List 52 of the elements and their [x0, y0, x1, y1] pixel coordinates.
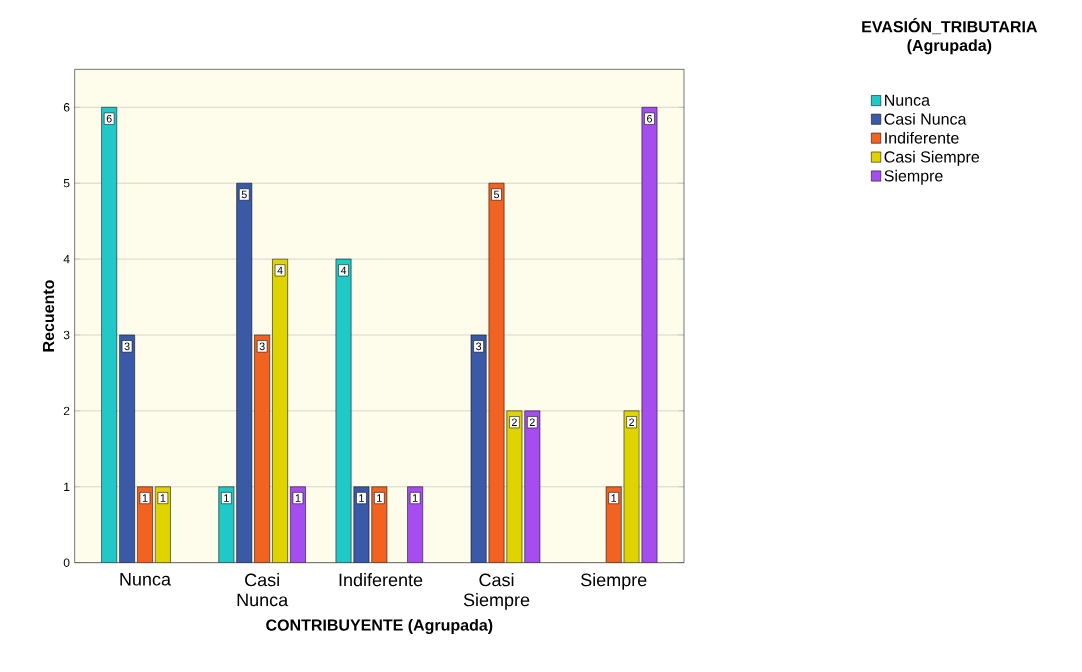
data-label: 1: [160, 494, 166, 502]
legend-label: Indiferente: [885, 131, 959, 144]
bar: [407, 486, 424, 563]
x-tick-label: Casi Siempre: [463, 573, 530, 610]
data-label: 1: [295, 494, 301, 502]
data-label: 3: [476, 342, 482, 351]
y-tick-label: 5: [63, 178, 70, 188]
bar: [101, 107, 118, 563]
legend-title: EVASIÓN_TRIBUTARIA (Agrupada): [862, 18, 1038, 55]
bar: [218, 486, 235, 563]
x-tick-label: Siempre: [581, 573, 647, 590]
bar: [623, 410, 640, 563]
data-label: 2: [511, 418, 517, 426]
x-tick-label: Casi Nunca: [237, 573, 289, 607]
y-tick-label: 0: [63, 558, 70, 567]
data-label: 3: [124, 342, 130, 351]
bar: [272, 258, 288, 563]
bar: [524, 410, 541, 563]
bar: [641, 107, 658, 563]
y-tick-label: 4: [63, 254, 70, 264]
x-axis-title: CONTRIBUYENTE (Agrupada): [266, 619, 493, 634]
y-tick-label: 1: [64, 482, 70, 491]
x-tick-label: Nunca: [120, 573, 171, 586]
data-label: 2: [629, 418, 635, 426]
data-label: 1: [611, 494, 617, 502]
y-tick-label: 6: [63, 103, 70, 112]
data-label: 2: [529, 418, 535, 426]
y-axis-title: Recuento: [42, 280, 55, 352]
data-label: 6: [647, 114, 652, 123]
legend-label: Casi Nunca: [884, 113, 967, 125]
y-tick-label: 2: [63, 406, 70, 416]
bar: [335, 258, 352, 563]
data-label: 1: [359, 494, 364, 502]
data-label: 4: [277, 266, 283, 275]
legend-label: Nunca: [885, 94, 930, 106]
y-tick-label: 3: [63, 330, 70, 340]
bar: [290, 486, 306, 563]
data-label: 5: [493, 190, 500, 199]
legend-label: Siempre: [884, 169, 943, 185]
bar: [119, 334, 135, 563]
data-label: 1: [142, 494, 148, 502]
bar: [154, 486, 171, 563]
data-label: 3: [259, 342, 265, 351]
data-label: 4: [340, 266, 347, 275]
bar: [506, 410, 523, 563]
data-label: 5: [241, 190, 247, 199]
data-label: 1: [377, 494, 382, 502]
data-label: 6: [106, 114, 112, 123]
data-label: 1: [224, 494, 229, 502]
x-tick-label: Indiferente: [339, 573, 423, 587]
legend-label: Casi Siempre: [884, 150, 980, 166]
data-label: 1: [412, 494, 418, 502]
